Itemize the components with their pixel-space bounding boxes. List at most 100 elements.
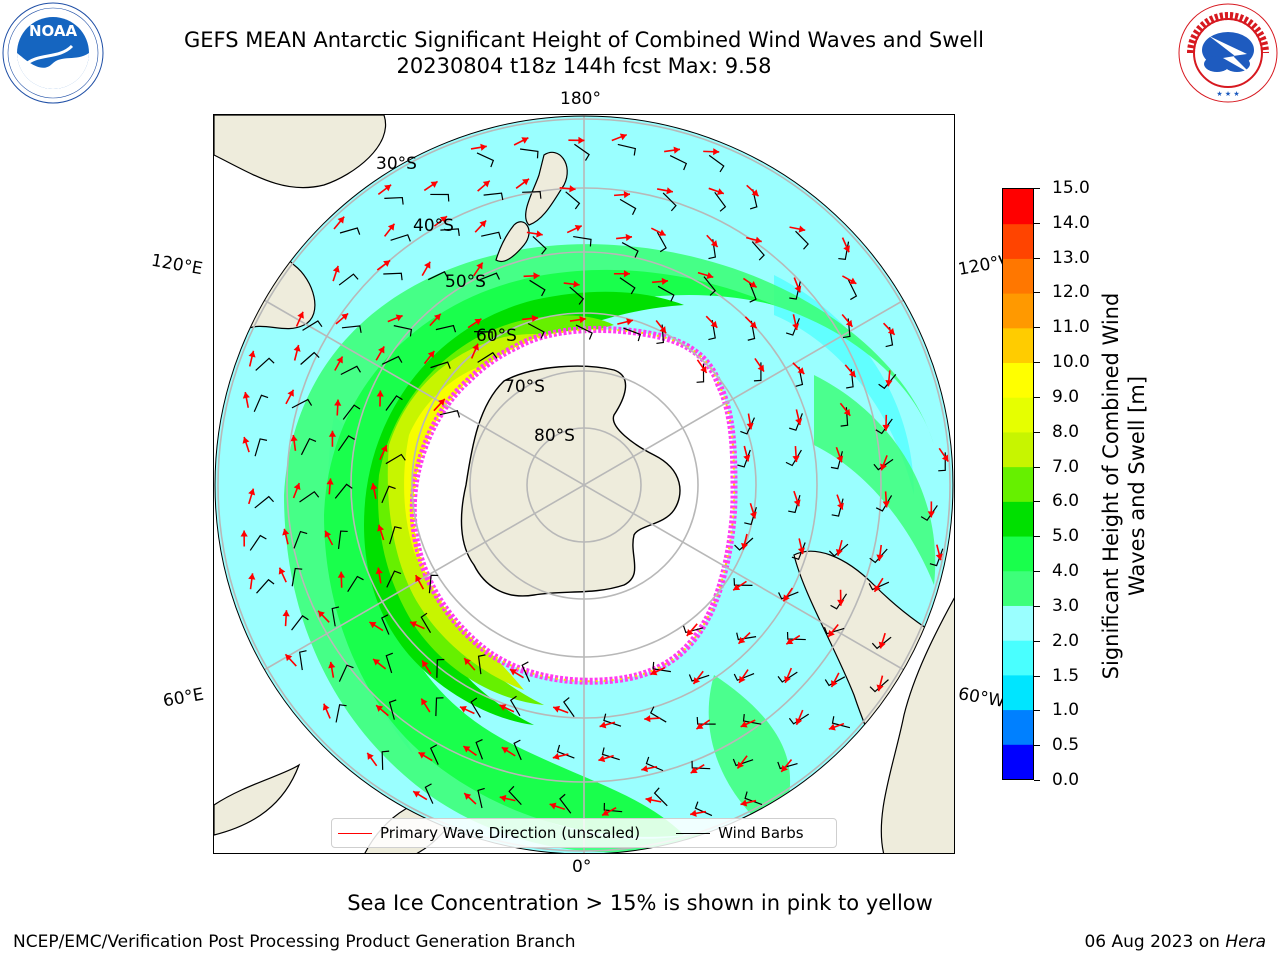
map-legend: Primary Wave Direction (unscaled) Wind B… <box>331 818 837 848</box>
colorbar <box>1002 188 1034 780</box>
colorbar-tick <box>1034 780 1040 781</box>
primary-wave-arrow <box>784 667 793 684</box>
colorbar-tick-label: 7.0 <box>1052 456 1080 477</box>
primary-wave-arrow <box>566 225 583 234</box>
primary-wave-arrow <box>744 316 758 329</box>
primary-wave-arrow <box>793 490 801 507</box>
primary-wave-arrow <box>830 672 840 688</box>
colorbar-tick <box>1034 327 1040 329</box>
primary-wave-arrow <box>782 587 794 602</box>
wind-barb <box>563 697 575 718</box>
primary-wave-arrow <box>650 666 666 676</box>
primary-wave-arrow <box>366 752 378 767</box>
primary-wave-arrow <box>322 703 331 719</box>
colorbar-tick-label: 13.0 <box>1052 247 1090 268</box>
primary-wave-arrow <box>568 136 585 144</box>
wind-barb <box>875 495 893 512</box>
colorbar-bins <box>1003 189 1033 780</box>
colorbar-tick-label: 2.0 <box>1052 630 1080 651</box>
wind-barb <box>300 437 317 456</box>
wind-barb <box>341 325 362 333</box>
colorbar-tick <box>1034 257 1040 259</box>
primary-wave-arrow <box>295 311 304 327</box>
polar-map: 30°S 40°S 50°S 60°S 70°S 80°S <box>213 114 955 854</box>
primary-wave-arrow <box>421 659 432 675</box>
primary-wave-arrow <box>559 185 576 193</box>
map-canvas: 30°S 40°S 50°S 60°S 70°S 80°S <box>214 115 954 853</box>
primary-wave-arrow <box>616 233 633 242</box>
primary-wave-arrow <box>692 670 704 685</box>
wave-band-3m-east <box>814 375 936 585</box>
primary-wave-arrow <box>552 705 569 714</box>
primary-wave-arrow <box>317 610 330 623</box>
primary-wave-arrow <box>334 399 342 416</box>
wind-barb <box>299 490 320 503</box>
wind-barb <box>778 591 799 600</box>
colorbar-bin <box>1003 570 1033 606</box>
primary-wave-arrow <box>613 191 631 199</box>
colorbar-bin <box>1003 744 1033 780</box>
wind-barb <box>694 801 713 817</box>
wind-barb <box>521 661 531 682</box>
wind-barb <box>384 196 404 205</box>
primary-wave-arrow <box>873 577 884 593</box>
wind-barb <box>291 398 313 409</box>
primary-wave-arrow <box>292 482 301 499</box>
primary-wave-arrow <box>935 544 943 561</box>
noaa-logo: NOAA <box>2 2 104 104</box>
wind-barb <box>439 410 461 418</box>
colorbar-tick-label: 14.0 <box>1052 212 1090 233</box>
primary-wave-arrow <box>882 322 896 336</box>
primary-wave-arrow <box>795 409 803 426</box>
colorbar-bin <box>1003 466 1033 502</box>
wind-barb <box>831 716 851 729</box>
wind-barb <box>249 534 267 551</box>
wave-band-4m <box>324 269 774 837</box>
wind-barb <box>470 697 481 718</box>
primary-wave-arrow <box>379 444 388 461</box>
colorbar-bin <box>1003 536 1033 572</box>
primary-wave-arrow <box>470 343 479 359</box>
primary-wave-arrow <box>736 755 748 769</box>
primary-wave-arrow <box>601 806 617 817</box>
colorbar-tick <box>1034 571 1040 573</box>
wind-barb <box>339 227 361 235</box>
wind-barb <box>385 453 406 465</box>
primary-wave-arrow <box>841 237 850 253</box>
wind-barb <box>742 713 762 725</box>
primary-wave-arrow <box>835 539 843 556</box>
colorbar-tick-label: 10.0 <box>1052 352 1090 373</box>
primary-wave-arrow <box>785 634 801 645</box>
wind-barb <box>617 143 637 156</box>
wind-barb <box>338 273 359 286</box>
wind-barb <box>785 449 802 467</box>
primary-wave-arrow <box>433 215 448 227</box>
footer-host: Hera <box>1225 932 1266 952</box>
land-south-america-corner <box>880 597 954 853</box>
wind-barb <box>603 713 622 727</box>
primary-wave-arrow <box>835 446 844 463</box>
primary-wave-arrow <box>740 719 756 728</box>
primary-wave-arrow <box>462 745 477 756</box>
colorbar-tick <box>1034 466 1040 468</box>
primary-wave-arrow <box>278 567 287 583</box>
primary-wave-arrow <box>599 721 616 729</box>
primary-wave-arrow <box>242 436 250 453</box>
wind-barb <box>744 791 763 806</box>
primary-wave-arrow <box>463 792 477 805</box>
primary-wave-arrow <box>414 574 425 590</box>
wind-barb <box>386 570 402 588</box>
primary-wave-arrow <box>617 318 634 326</box>
wind-barb <box>573 235 592 247</box>
wind-barb <box>621 242 639 258</box>
wind-barb <box>733 672 755 682</box>
wind-barb <box>714 191 727 212</box>
graticule <box>217 116 951 853</box>
wind-barb <box>736 632 757 641</box>
wind-barb <box>875 418 893 435</box>
primary-wave-arrow <box>792 362 805 375</box>
primary-wave-arrow <box>611 133 628 142</box>
primary-wave-arrow <box>459 706 475 715</box>
primary-wave-arrow <box>641 765 658 773</box>
